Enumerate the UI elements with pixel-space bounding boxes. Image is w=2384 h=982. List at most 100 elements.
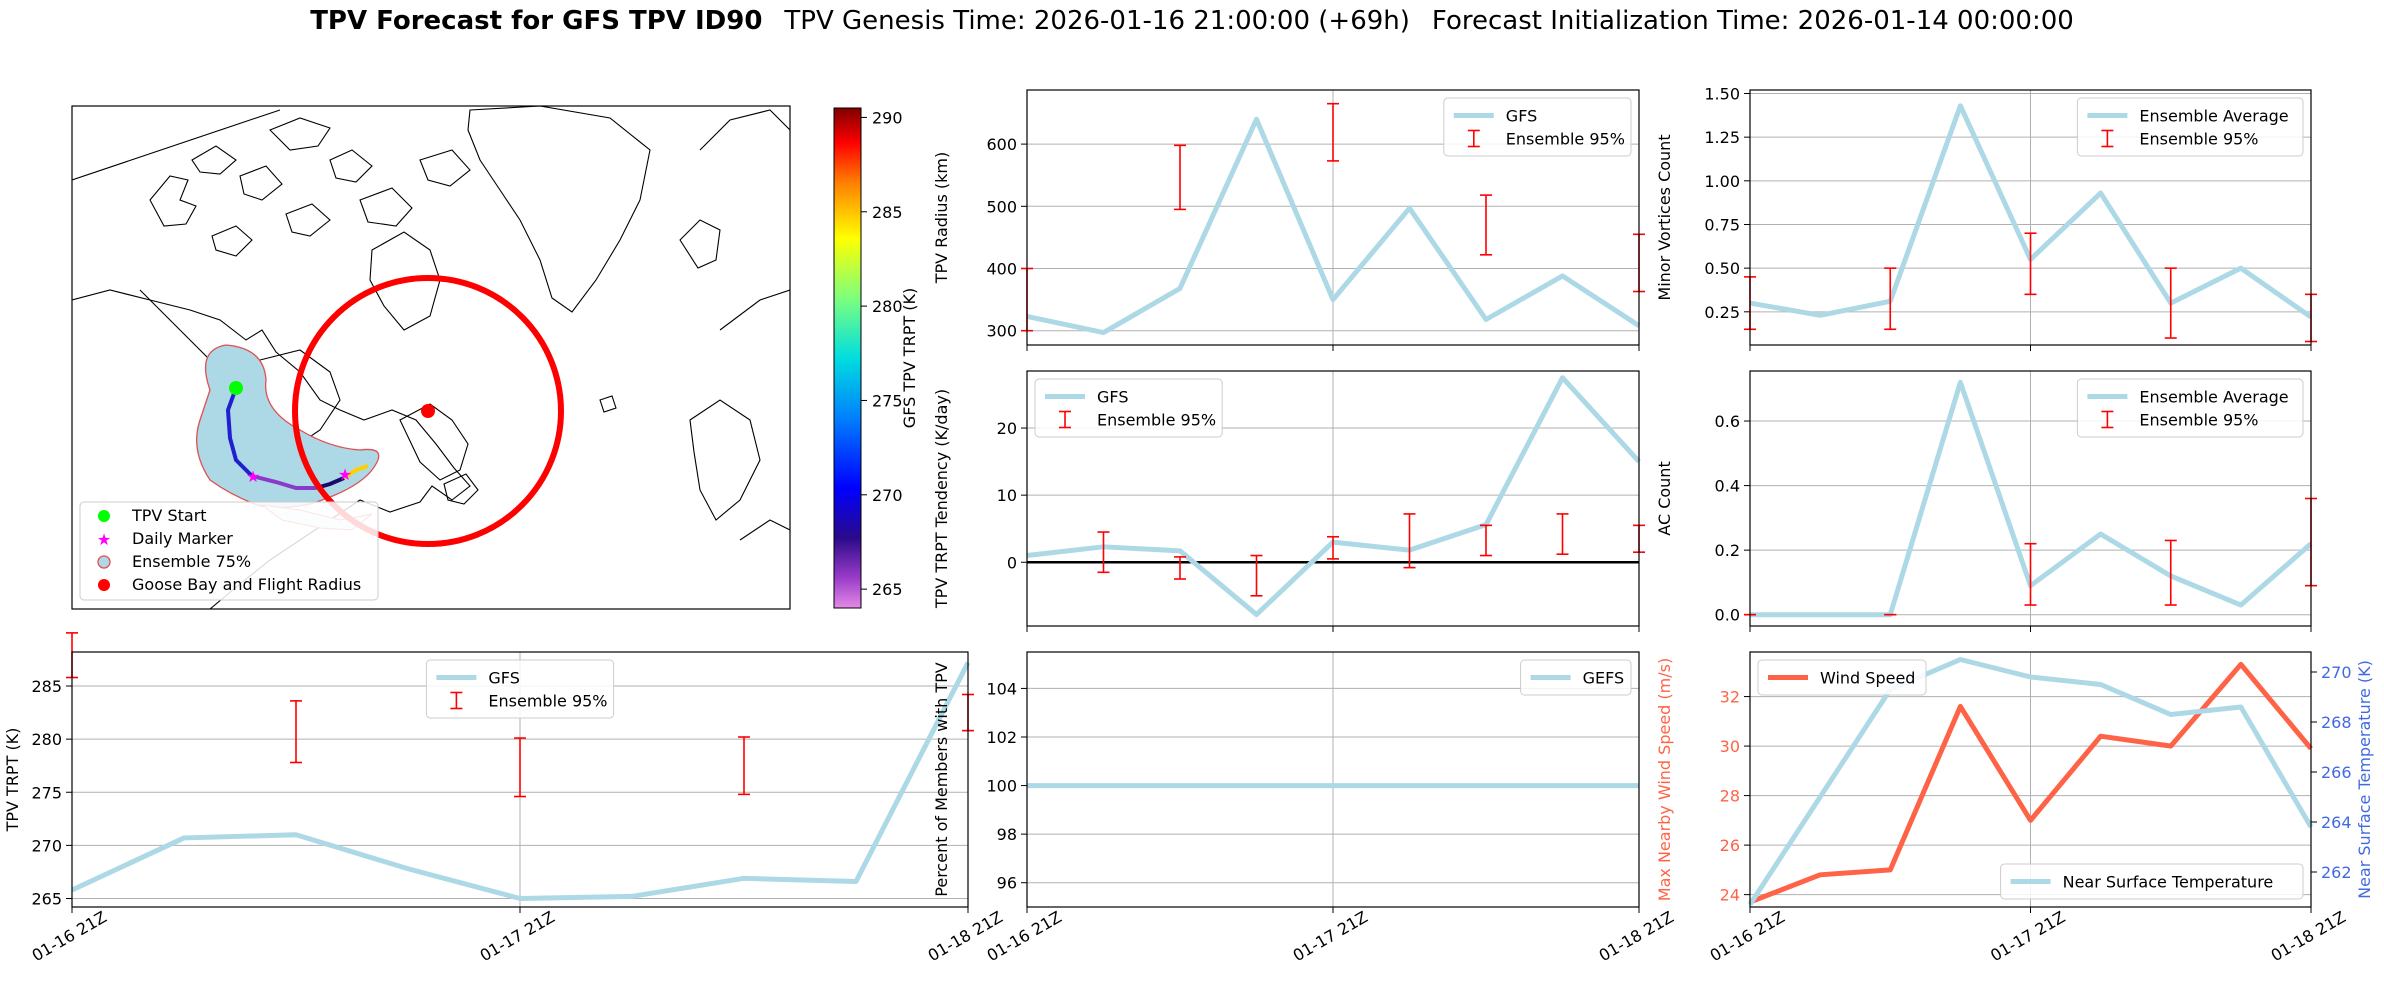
- legend-label: Ensemble Average: [2139, 107, 2288, 126]
- axes-frame: [1749, 651, 2312, 908]
- colorbar-tick-label: 270: [872, 486, 903, 505]
- y-tick-label-right: 264: [2321, 813, 2352, 832]
- legend-box: [1443, 97, 1632, 157]
- coast-island: [191, 145, 237, 175]
- y-tick-label: 300: [986, 322, 1017, 341]
- legend-label: Ensemble 95%: [488, 692, 607, 711]
- legend-box: [1757, 659, 1927, 696]
- y-tick-label: 24: [1720, 886, 1740, 905]
- legend-label: Ensemble 95%: [1506, 130, 1625, 149]
- axes-frame: [1026, 370, 1640, 627]
- axes-frame: [1026, 89, 1640, 346]
- legend-label: GFS: [1097, 388, 1128, 407]
- chart-minor_vortices: 0.25 0.50 0.75 1.00 1.25 1.50 Minor Vortices C…: [1655, 84, 2317, 351]
- legend-label: Daily Marker: [132, 529, 233, 548]
- map-legend: TPV Start ★ Daily Marker Ensemble 75% Go…: [79, 501, 379, 601]
- chart-legend: GFS Ensemble 95%: [1034, 378, 1223, 438]
- coast-greenland: [467, 106, 651, 313]
- y-tick-label: 96: [997, 874, 1017, 893]
- coast-island: [329, 149, 373, 183]
- chart-legend: Ensemble Average Ensemble 95%: [2076, 97, 2304, 157]
- coast-british-isles: [689, 399, 761, 521]
- axes-frame: [1026, 651, 1640, 908]
- legend-box: [2076, 378, 2304, 438]
- y-axis-label: AC Count: [1655, 461, 1674, 535]
- y-tick-label: 275: [31, 783, 62, 802]
- coast-newfoundland: [443, 473, 479, 505]
- series-line-wind-speed: [1749, 661, 2313, 905]
- tpv-start-marker: [229, 381, 243, 395]
- x-tick-label: 01-17 21Z: [1290, 907, 1371, 965]
- legend-star-icon: ★: [97, 530, 111, 549]
- legend-label: Ensemble Average: [2139, 388, 2288, 407]
- legend-label: Near Surface Temperature: [2063, 873, 2274, 892]
- y-tick-label: 285: [31, 677, 62, 696]
- legend-label: GEFS: [1583, 669, 1625, 688]
- legend-box: [79, 501, 379, 601]
- coast-island: [239, 165, 283, 201]
- colorbar-tick-label: 285: [872, 203, 903, 222]
- genesis-time: TPV Genesis Time: 2026-01-16 21:00:00 (+…: [784, 6, 1410, 36]
- title-bold: TPV Forecast for GFS TPV ID90: [310, 6, 763, 36]
- chart-legend: Near Surface Temperature: [2000, 863, 2304, 900]
- legend-label: Ensemble 95%: [1097, 411, 1216, 430]
- y-tick-label: 1.00: [1704, 172, 1740, 191]
- boundary-line: [72, 109, 281, 181]
- y-axis-label: Max Nearby Wind Speed (m/s): [1655, 658, 1674, 901]
- figure-title: TPV Forecast for GFS TPV ID90 TPV Genesis…: [0, 6, 2384, 36]
- chart-legend: GEFS: [1520, 659, 1632, 696]
- x-tick-label: 01-16 21Z: [29, 907, 110, 965]
- coast-europe: [739, 519, 790, 541]
- y-tick-label: 280: [31, 730, 62, 749]
- series-line-gfs: [1026, 116, 1641, 336]
- colorbar-ticks: 290 285 280 275 270 265: [861, 108, 903, 599]
- coast-labrador: [399, 403, 469, 481]
- y-tick-label: 98: [997, 825, 1017, 844]
- y-axis-label: TPV Radius (km): [932, 152, 951, 285]
- x-tick-label: 01-18 21Z: [2268, 907, 2349, 965]
- coast-europe: [719, 289, 790, 331]
- legend-box: [2000, 863, 2304, 900]
- y-tick-label: 102: [986, 728, 1017, 747]
- y-tick-label-right: 262: [2321, 863, 2352, 882]
- y-tick-label: 270: [31, 836, 62, 855]
- legend-label: TPV Start: [131, 506, 207, 525]
- y-tick-label: 0.2: [1715, 541, 1740, 560]
- legend-label: Goose Bay and Flight Radius: [132, 575, 361, 594]
- coast-island: [149, 175, 197, 227]
- x-tick-label: 01-17 21Z: [1987, 907, 2068, 965]
- axes-frame: [1749, 89, 2312, 346]
- legend-label: GFS: [1506, 107, 1537, 126]
- y-tick-label: 0: [1007, 553, 1017, 572]
- y-tick-label: 500: [986, 197, 1017, 216]
- colorbar-tick-label: 280: [872, 297, 903, 316]
- track-segment: [251, 474, 316, 490]
- goose-bay-marker: [421, 404, 435, 418]
- legend-label: Wind Speed: [1820, 669, 1915, 688]
- y-tick-label: 265: [31, 890, 62, 909]
- legend-start-icon: [98, 510, 110, 522]
- coast-island: [419, 149, 471, 187]
- daily-marker-star: ★: [338, 465, 352, 484]
- series-line-gfs: [70, 661, 971, 901]
- legend-box: [1034, 378, 1223, 438]
- coast-iceland: [679, 219, 721, 269]
- legend-label: GFS: [488, 669, 519, 688]
- colorbar-gradient: [833, 107, 862, 609]
- track-segment: [225, 387, 254, 478]
- x-tick-label: 01-18 21Z: [1596, 907, 1677, 965]
- x-tick-label: 01-17 21Z: [477, 907, 558, 965]
- legend-box: [1520, 659, 1632, 696]
- y-tick-label: 400: [986, 260, 1017, 279]
- coast-island: [269, 117, 331, 151]
- y-tick-label: 28: [1720, 787, 1740, 806]
- legend-label: Ensemble 95%: [2139, 130, 2258, 149]
- y-tick-label: 0.4: [1715, 477, 1740, 496]
- colorbar: 290 285 280 275 270 265 GFS TPV TRPT (K): [833, 107, 919, 609]
- y-tick-label: 30: [1720, 737, 1740, 756]
- y-tick-label: 0.6: [1715, 412, 1740, 431]
- colorbar-tick-label: 265: [872, 580, 903, 599]
